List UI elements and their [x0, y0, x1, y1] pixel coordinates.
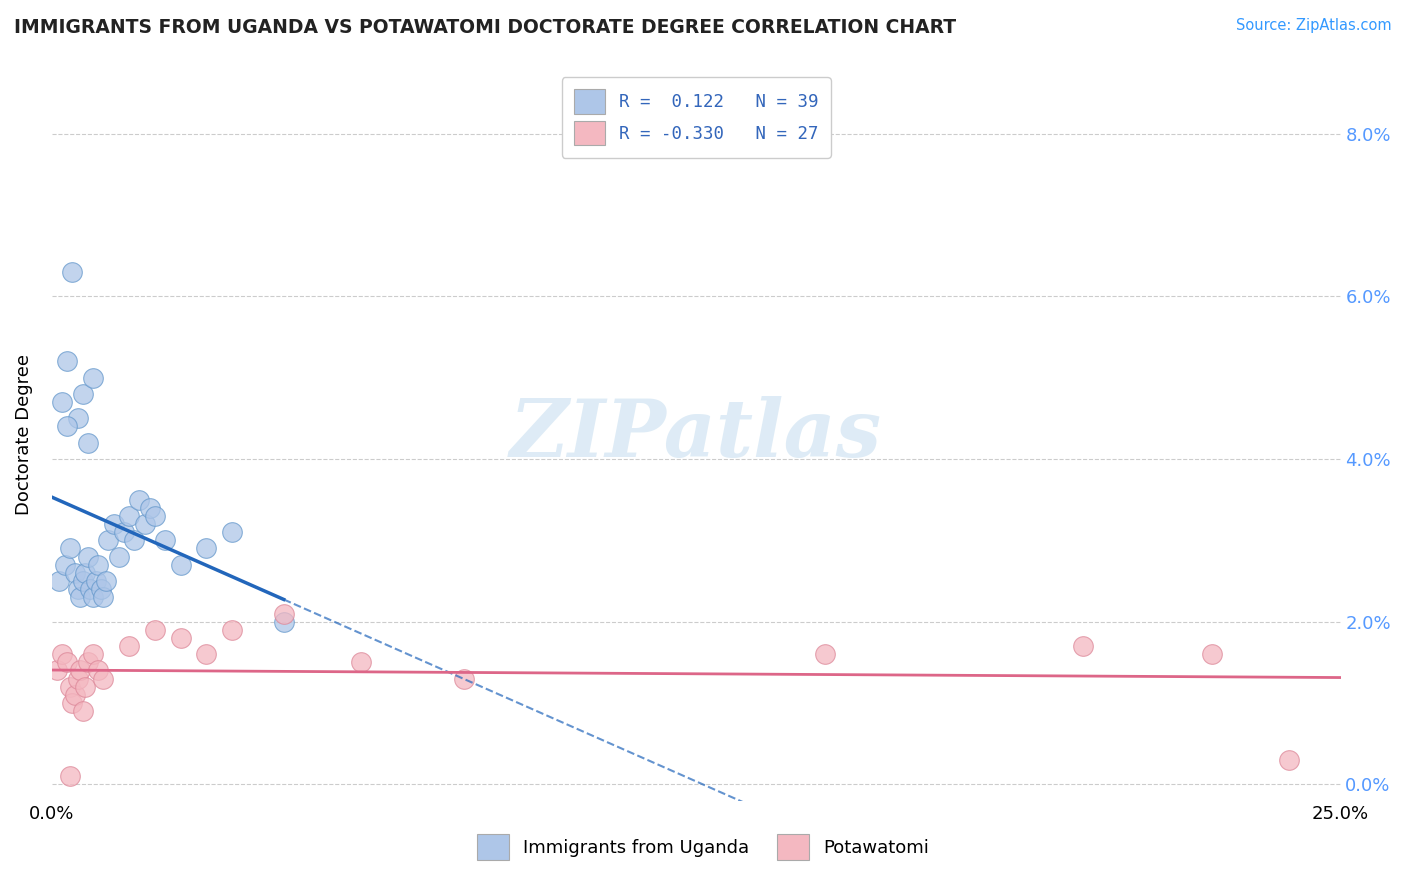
Point	[134, 516, 156, 531]
Point	[221, 623, 243, 637]
Point	[118, 508, 141, 523]
Point	[87, 664, 110, 678]
Point	[82, 591, 104, 605]
Point	[82, 647, 104, 661]
Point	[1071, 639, 1094, 653]
Point	[91, 591, 114, 605]
Point	[453, 672, 475, 686]
Point	[87, 558, 110, 572]
Text: IMMIGRANTS FROM UGANDA VS POTAWATOMI DOCTORATE DEGREE CORRELATION CHART: IMMIGRANTS FROM UGANDA VS POTAWATOMI DOC…	[14, 18, 956, 37]
Point	[138, 500, 160, 515]
Point	[128, 492, 150, 507]
Point	[51, 395, 73, 409]
Point	[107, 549, 129, 564]
Point	[84, 574, 107, 588]
Y-axis label: Doctorate Degree: Doctorate Degree	[15, 354, 32, 515]
Point	[195, 647, 218, 661]
Point	[59, 769, 82, 783]
Point	[76, 435, 98, 450]
Point	[45, 664, 67, 678]
Text: ZIPatlas: ZIPatlas	[510, 396, 882, 474]
Point	[143, 508, 166, 523]
Point	[72, 704, 94, 718]
Point	[75, 680, 97, 694]
Point	[221, 525, 243, 540]
Point	[63, 688, 86, 702]
Point	[1201, 647, 1223, 661]
Point	[112, 525, 135, 540]
Point	[90, 582, 112, 596]
Point	[48, 574, 70, 588]
Point	[94, 574, 117, 588]
Point	[56, 656, 79, 670]
Point	[122, 533, 145, 548]
Point	[75, 566, 97, 580]
Point	[273, 607, 295, 621]
Point	[72, 574, 94, 588]
Point	[66, 582, 89, 596]
Point	[76, 549, 98, 564]
Point	[97, 533, 120, 548]
Text: Source: ZipAtlas.com: Source: ZipAtlas.com	[1236, 18, 1392, 33]
Point	[60, 696, 83, 710]
Point	[273, 615, 295, 629]
Point	[153, 533, 176, 548]
Point	[72, 387, 94, 401]
Point	[169, 631, 191, 645]
Point	[91, 672, 114, 686]
Point	[53, 558, 76, 572]
Point	[103, 516, 125, 531]
Legend: Immigrants from Uganda, Potawatomi: Immigrants from Uganda, Potawatomi	[463, 820, 943, 874]
Point	[1278, 753, 1301, 767]
Point	[69, 591, 91, 605]
Point	[63, 566, 86, 580]
Point	[82, 370, 104, 384]
Point	[56, 419, 79, 434]
Point	[350, 656, 373, 670]
Point	[69, 664, 91, 678]
Point	[195, 541, 218, 556]
Point	[66, 411, 89, 425]
Point	[143, 623, 166, 637]
Point	[169, 558, 191, 572]
Point	[59, 541, 82, 556]
Point	[56, 354, 79, 368]
Point	[79, 582, 101, 596]
Point	[51, 647, 73, 661]
Point	[814, 647, 837, 661]
Point	[66, 672, 89, 686]
Point	[59, 680, 82, 694]
Point	[76, 656, 98, 670]
Legend: R =  0.122   N = 39, R = -0.330   N = 27: R = 0.122 N = 39, R = -0.330 N = 27	[561, 78, 831, 158]
Point	[118, 639, 141, 653]
Point	[60, 265, 83, 279]
